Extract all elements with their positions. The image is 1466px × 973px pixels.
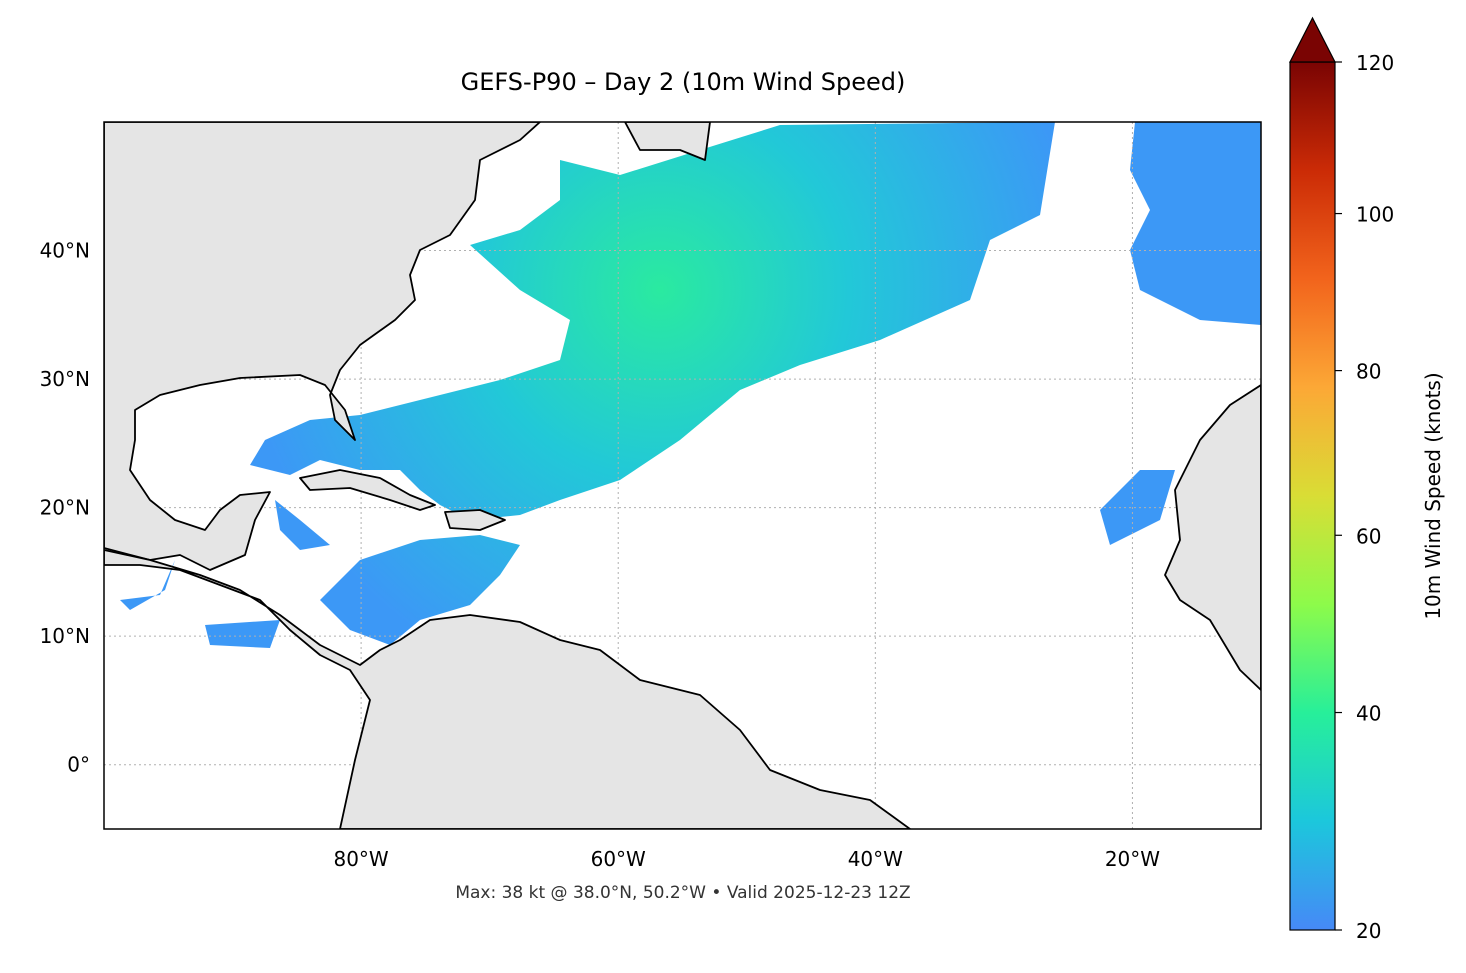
wind-region <box>1130 122 1261 325</box>
land <box>104 122 1261 829</box>
north-america <box>104 122 541 571</box>
y-tick-label: 0° <box>67 753 90 777</box>
wind-region <box>205 620 280 648</box>
wind-region <box>120 560 175 610</box>
y-tick-label: 20°N <box>40 496 90 520</box>
x-tick-label: 40°W <box>848 847 903 871</box>
colorbar-tick-label: 40 <box>1356 702 1381 726</box>
x-tick-label: 80°W <box>333 847 388 871</box>
colorbar-tick-label: 20 <box>1356 919 1381 943</box>
map-frame <box>103 121 1262 830</box>
africa <box>1164 384 1261 691</box>
map-ticks: 80°W 60°W 40°W 20°W 0° 10°N 20°N 30°N 40°N <box>40 239 1161 871</box>
cuba <box>299 469 436 511</box>
wind-field <box>120 122 1261 648</box>
colorbar-tick-label: 100 <box>1356 203 1394 227</box>
wind-region <box>320 535 520 645</box>
wind-region <box>1100 470 1175 545</box>
hispaniola <box>444 509 506 531</box>
colorbar: 10m Wind Speed (knots) 20 40 60 80 100 120 <box>1289 16 1445 943</box>
x-tick-label: 60°W <box>591 847 646 871</box>
colorbar-extension <box>1289 16 1336 63</box>
colorbar-label: 10m Wind Speed (knots) <box>1421 372 1445 619</box>
wind-region <box>275 500 330 550</box>
map-area <box>104 122 1261 829</box>
wind-region <box>250 122 1055 520</box>
colorbar-tick-label: 120 <box>1356 51 1394 75</box>
colorbar-tick-label: 60 <box>1356 524 1381 548</box>
footer-note: Max: 38 kt @ 38.0°N, 50.2°W • Valid 2025… <box>455 883 910 903</box>
map-title: GEFS-P90 – Day 2 (10m Wind Speed) <box>461 68 906 96</box>
x-tick-label: 20°W <box>1105 847 1160 871</box>
newfoundland <box>624 122 711 161</box>
colorbar-tick-label: 80 <box>1356 360 1381 384</box>
y-tick-label: 30°N <box>40 367 90 391</box>
south-america <box>104 549 911 829</box>
y-tick-label: 10°N <box>40 624 90 648</box>
colorbar-scale <box>1289 61 1336 931</box>
y-tick-label: 40°N <box>40 239 90 263</box>
